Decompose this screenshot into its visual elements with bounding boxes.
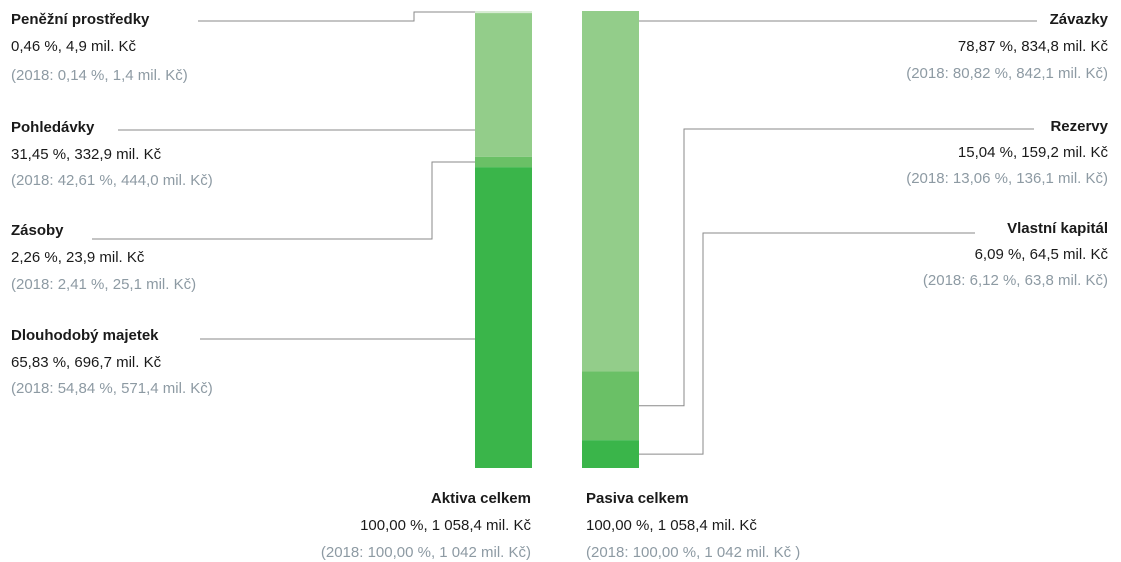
total-prev-year: (2018: 100,00 %, 1 042 mil. Kč ): [586, 544, 800, 561]
label-dlouhodoby-majetek: Dlouhodobý majetek 65,83 %, 696,7 mil. K…: [11, 327, 213, 397]
segment-prev-year: (2018: 54,84 %, 571,4 mil. Kč): [11, 380, 213, 397]
bar-segment-aktiva-2: [475, 156, 532, 168]
segment-prev-year: (2018: 80,82 %, 842,1 mil. Kč): [906, 65, 1108, 82]
segment-name: Peněžní prostředky: [11, 11, 150, 28]
leader-lines: [92, 11, 1037, 455]
leader-line-pasiva-2: [639, 232, 975, 455]
segment-prev-year: (2018: 6,12 %, 63,8 mil. Kč): [923, 272, 1108, 289]
segment-value: 0,46 %, 4,9 mil. Kč: [11, 38, 137, 55]
segment-value: 6,09 %, 64,5 mil. Kč: [975, 246, 1109, 263]
segment-value: 15,04 %, 159,2 mil. Kč: [958, 144, 1109, 161]
segment-name: Pohledávky: [11, 119, 95, 136]
label-pasiva-celkem: Pasiva celkem 100,00 %, 1 058,4 mil. Kč …: [586, 490, 800, 561]
bar-segment-aktiva-0: [475, 11, 532, 14]
total-value: 100,00 %, 1 058,4 mil. Kč: [586, 517, 757, 534]
segment-prev-year: (2018: 2,41 %, 25,1 mil. Kč): [11, 276, 196, 293]
total-name: Pasiva celkem: [586, 490, 689, 507]
segment-name: Rezervy: [1050, 118, 1108, 135]
label-aktiva-celkem: Aktiva celkem 100,00 %, 1 058,4 mil. Kč …: [321, 490, 532, 561]
segment-value: 65,83 %, 696,7 mil. Kč: [11, 354, 162, 371]
bar-segment-aktiva-1: [475, 13, 532, 157]
total-value: 100,00 %, 1 058,4 mil. Kč: [360, 517, 531, 534]
segment-value: 78,87 %, 834,8 mil. Kč: [958, 38, 1109, 55]
bar-segment-pasiva-1: [582, 371, 639, 441]
leader-line-pasiva-1: [639, 128, 1034, 407]
label-rezervy: Rezervy 15,04 %, 159,2 mil. Kč (2018: 13…: [906, 118, 1108, 187]
bar-segment-pasiva-0: [582, 11, 639, 372]
bar-segment-aktiva-3: [475, 167, 532, 468]
bar-segment-pasiva-2: [582, 440, 639, 468]
leader-line-aktiva-2: [92, 161, 475, 240]
label-pohledavky: Pohledávky 31,45 %, 332,9 mil. Kč (2018:…: [11, 119, 213, 189]
segment-prev-year: (2018: 13,06 %, 136,1 mil. Kč): [906, 170, 1108, 187]
segment-prev-year: (2018: 0,14 %, 1,4 mil. Kč): [11, 67, 188, 84]
label-penezni-prostredky: Peněžní prostředky 0,46 %, 4,9 mil. Kč (…: [11, 11, 188, 84]
leader-line-aktiva-0: [198, 11, 475, 22]
segment-name: Závazky: [1050, 11, 1109, 28]
total-name: Aktiva celkem: [431, 490, 531, 507]
segment-name: Zásoby: [11, 222, 64, 239]
segment-name: Dlouhodobý majetek: [11, 327, 159, 344]
total-prev-year: (2018: 100,00 %, 1 042 mil. Kč): [321, 544, 531, 561]
stacked-bars: [475, 11, 639, 468]
label-zavazky: Závazky 78,87 %, 834,8 mil. Kč (2018: 80…: [906, 11, 1108, 82]
label-zasoby: Zásoby 2,26 %, 23,9 mil. Kč (2018: 2,41 …: [11, 222, 196, 293]
label-vlastni-kapital: Vlastní kapitál 6,09 %, 64,5 mil. Kč (20…: [923, 220, 1109, 289]
segment-value: 31,45 %, 332,9 mil. Kč: [11, 146, 162, 163]
segment-name: Vlastní kapitál: [1007, 220, 1108, 237]
segment-value: 2,26 %, 23,9 mil. Kč: [11, 249, 145, 266]
segment-prev-year: (2018: 42,61 %, 444,0 mil. Kč): [11, 172, 213, 189]
